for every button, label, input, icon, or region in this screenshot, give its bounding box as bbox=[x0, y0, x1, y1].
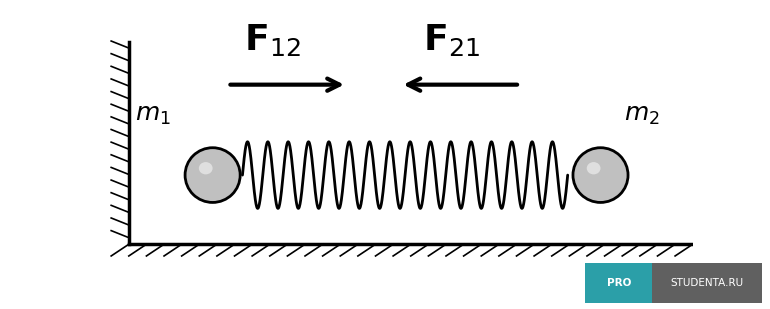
Text: $\mathbf{F}_{12}$: $\mathbf{F}_{12}$ bbox=[244, 23, 300, 58]
Text: PRO: PRO bbox=[607, 278, 631, 288]
FancyBboxPatch shape bbox=[585, 263, 652, 303]
Ellipse shape bbox=[573, 148, 628, 202]
FancyBboxPatch shape bbox=[652, 263, 762, 303]
Ellipse shape bbox=[587, 162, 601, 174]
Text: STUDENTA.RU: STUDENTA.RU bbox=[671, 278, 744, 288]
Ellipse shape bbox=[199, 162, 213, 174]
Text: $m_2$: $m_2$ bbox=[624, 104, 660, 127]
Ellipse shape bbox=[185, 148, 240, 202]
Text: $m_1$: $m_1$ bbox=[135, 104, 171, 127]
Text: $\mathbf{F}_{21}$: $\mathbf{F}_{21}$ bbox=[423, 23, 480, 58]
